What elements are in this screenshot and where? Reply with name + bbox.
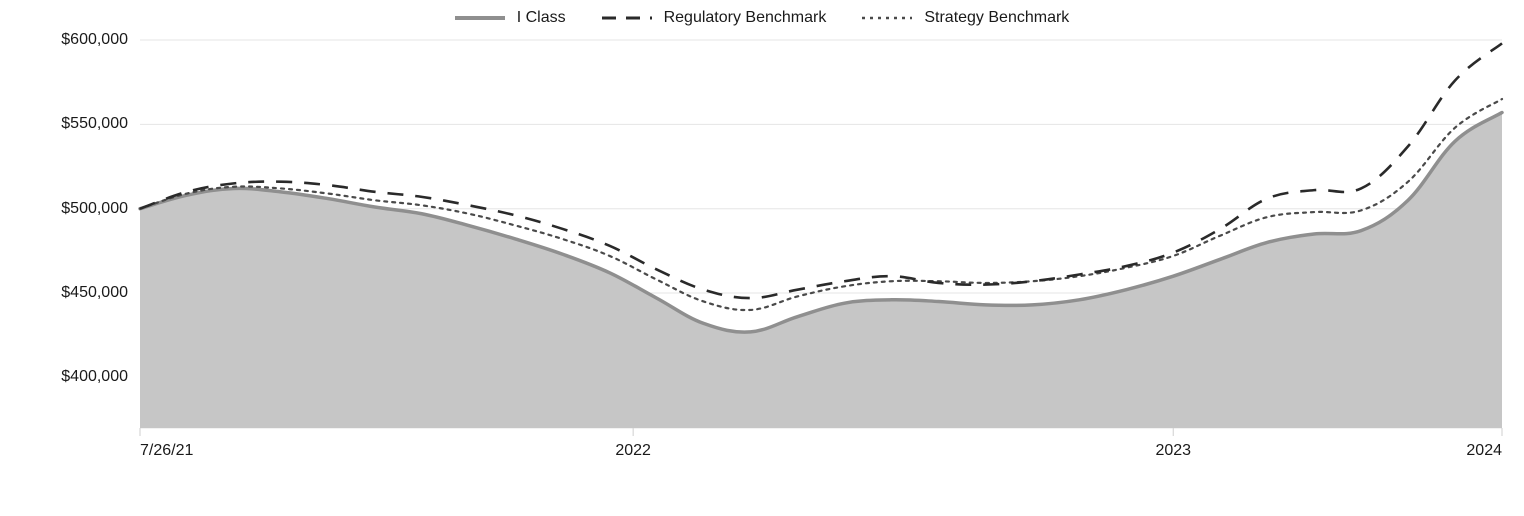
y-tick-label: $400,000 (61, 368, 128, 386)
x-tick-label: 2023 (1155, 442, 1191, 460)
legend-swatch-dotted (862, 10, 912, 26)
x-tick-label: 2022 (615, 442, 651, 460)
x-tick-label: 2024 (1466, 442, 1502, 460)
legend-swatch-dashed (602, 10, 652, 26)
growth-chart: I Class Regulatory Benchmark Strategy Be… (0, 0, 1524, 516)
legend-label: Regulatory Benchmark (664, 9, 827, 27)
y-tick-label: $600,000 (61, 31, 128, 49)
legend-item-i-class: I Class (455, 9, 566, 27)
legend-swatch-solid (455, 10, 505, 26)
legend-label: Strategy Benchmark (924, 9, 1069, 27)
chart-plot (0, 0, 1524, 516)
chart-legend: I Class Regulatory Benchmark Strategy Be… (0, 0, 1524, 36)
legend-item-strategy: Strategy Benchmark (862, 9, 1069, 27)
y-tick-label: $550,000 (61, 115, 128, 133)
x-tick-label: 7/26/21 (140, 442, 193, 460)
y-tick-label: $450,000 (61, 284, 128, 302)
legend-item-regulatory: Regulatory Benchmark (602, 9, 827, 27)
y-tick-label: $500,000 (61, 200, 128, 218)
legend-label: I Class (517, 9, 566, 27)
